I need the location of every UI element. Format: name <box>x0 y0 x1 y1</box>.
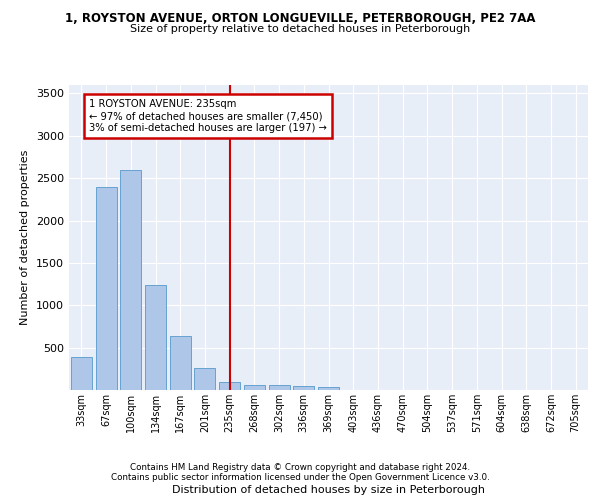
Bar <box>318 387 339 390</box>
Bar <box>145 285 166 390</box>
Bar <box>269 386 290 390</box>
Text: 1 ROYSTON AVENUE: 235sqm
← 97% of detached houses are smaller (7,450)
3% of semi: 1 ROYSTON AVENUE: 235sqm ← 97% of detach… <box>89 100 326 132</box>
Text: 1, ROYSTON AVENUE, ORTON LONGUEVILLE, PETERBOROUGH, PE2 7AA: 1, ROYSTON AVENUE, ORTON LONGUEVILLE, PE… <box>65 12 535 26</box>
Bar <box>194 368 215 390</box>
Text: Distribution of detached houses by size in Peterborough: Distribution of detached houses by size … <box>172 485 485 495</box>
Y-axis label: Number of detached properties: Number of detached properties <box>20 150 31 325</box>
Bar <box>219 382 240 390</box>
Bar <box>95 186 116 390</box>
Bar <box>293 386 314 390</box>
Text: Size of property relative to detached houses in Peterborough: Size of property relative to detached ho… <box>130 24 470 34</box>
Bar <box>244 385 265 390</box>
Bar <box>170 336 191 390</box>
Text: Contains HM Land Registry data © Crown copyright and database right 2024.: Contains HM Land Registry data © Crown c… <box>130 464 470 472</box>
Text: Contains public sector information licensed under the Open Government Licence v3: Contains public sector information licen… <box>110 472 490 482</box>
Bar <box>71 357 92 390</box>
Bar <box>120 170 141 390</box>
